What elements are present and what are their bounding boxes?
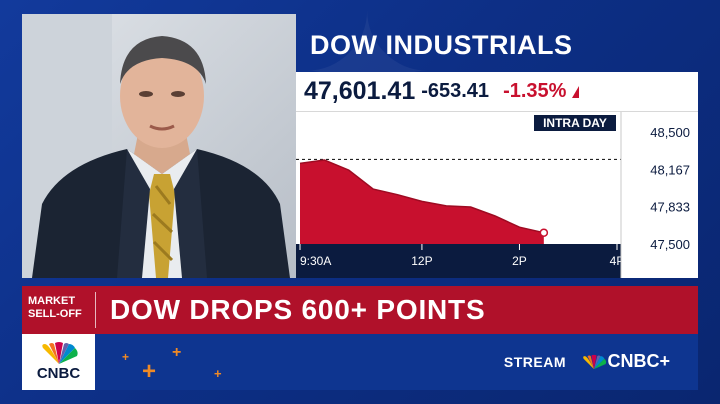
peacock-logo-icon — [41, 342, 78, 364]
quote-bar: 47,601.41 -653.41 -1.35% — [296, 72, 698, 112]
x-tick-label: 12P — [411, 254, 432, 268]
y-tick-label: 48,500 — [650, 125, 690, 140]
segment-tag-line2: SELL-OFF — [28, 308, 82, 320]
stream-brand-text: CNBC+ — [607, 351, 670, 371]
network-logo-text: CNBC — [36, 365, 81, 382]
headline: DOW DROPS 600+ POINTS — [110, 294, 486, 325]
data-point — [539, 228, 549, 237]
intraday-chart-svg: INTRA DAY 9:30A 12P 2P 4P 48,500 48,167 47,833 4… — [296, 112, 698, 278]
plus-decoration-icon: + — [172, 344, 182, 361]
x-tick-label: 2P — [512, 254, 527, 268]
network-logo: CNBC — [22, 334, 95, 390]
stream-brand: CNBC+ — [581, 351, 670, 372]
x-tick-label: 4P — [610, 254, 625, 268]
index-point-change: -653.41 — [421, 80, 490, 102]
x-axis-band — [296, 244, 621, 278]
plus-decoration-icon: + — [142, 358, 157, 385]
plus-decoration-icon: + — [214, 366, 222, 381]
x-tick-label: 9:30A — [300, 254, 331, 268]
index-price: 47,601.41 — [304, 77, 416, 105]
y-tick-label: 48,167 — [650, 162, 690, 177]
chart-title: DOW INDUSTRIALS — [310, 30, 573, 60]
segment-tag-line1: MARKET — [28, 295, 76, 307]
intraday-badge-label: INTRA DAY — [543, 116, 607, 130]
stream-label: STREAM — [503, 354, 566, 370]
y-tick-label: 47,833 — [650, 200, 690, 215]
lower-third-banner: MARKET SELL-OFF DOW DROPS 600+ POINTS — [22, 286, 698, 334]
peacock-logo-icon — [583, 354, 607, 369]
intraday-chart: INTRA DAY 9:30A 12P 2P 4P 48,500 48,167 47,833 4… — [296, 112, 698, 278]
banner-divider — [95, 292, 96, 328]
down-triangle-icon — [572, 85, 580, 98]
series-line — [299, 159, 544, 234]
market-chart-panel: DOW INDUSTRIALS 47,601.41 -653.41 -1.35%… — [296, 14, 698, 278]
plus-decoration-icon: + — [122, 350, 130, 364]
intraday-badge — [534, 115, 616, 131]
index-percent-change: -1.35% — [503, 80, 567, 102]
guest-video-feed — [22, 14, 296, 278]
segment-tag: MARKET SELL-OFF — [28, 295, 94, 321]
y-axis-panel — [621, 112, 698, 278]
guest-portrait — [22, 14, 296, 278]
network-footer: CNBC + + + + STREAM CNBC+ — [22, 334, 698, 390]
y-tick-label: 47,500 — [650, 237, 690, 252]
